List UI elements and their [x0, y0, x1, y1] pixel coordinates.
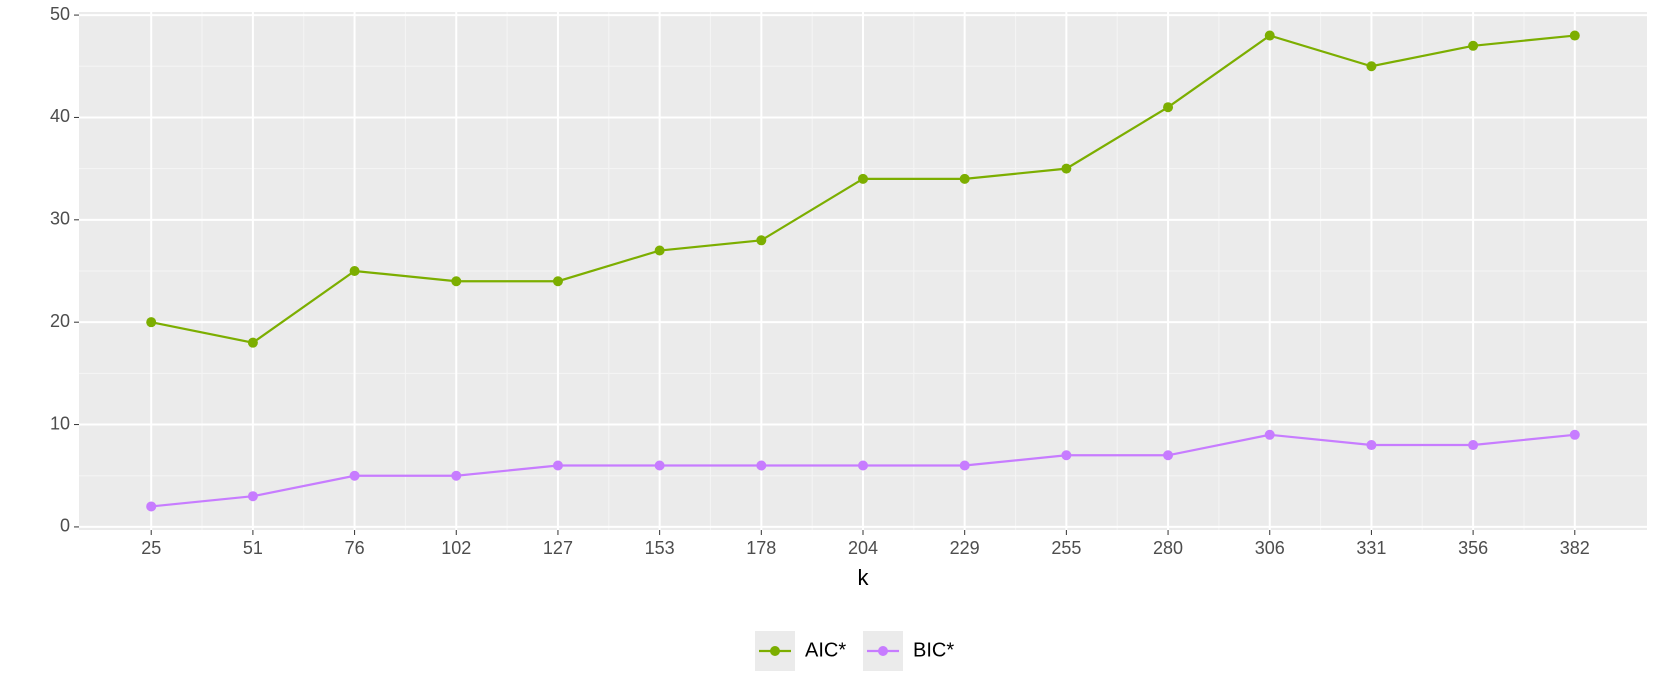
point	[349, 470, 360, 481]
point	[1163, 450, 1174, 461]
x-tick-label: 153	[645, 538, 675, 558]
x-tick-label: 51	[243, 538, 263, 558]
point	[756, 235, 767, 246]
x-tick-label: 255	[1051, 538, 1081, 558]
point	[552, 460, 563, 471]
point	[1061, 450, 1072, 461]
x-tick-label: 356	[1458, 538, 1488, 558]
y-tick-label: 30	[50, 209, 70, 229]
point	[349, 266, 360, 276]
y-tick-label: 50	[50, 4, 70, 24]
x-tick-label: 204	[848, 538, 878, 558]
point	[451, 470, 462, 481]
legend-key-point	[770, 646, 780, 656]
point	[654, 245, 665, 256]
y-tick-label: 40	[50, 106, 70, 126]
x-tick-label: 229	[950, 538, 980, 558]
point	[146, 317, 157, 328]
point	[1468, 40, 1479, 51]
legend-label: BIC*	[913, 639, 954, 661]
x-tick-label: 178	[746, 538, 776, 558]
point	[959, 460, 970, 471]
point	[247, 491, 258, 502]
legend-key-point	[878, 646, 888, 656]
point	[1163, 102, 1174, 113]
point	[858, 460, 868, 471]
point	[959, 173, 970, 184]
y-tick-label: 0	[60, 516, 70, 536]
point	[1061, 163, 1072, 174]
legend-label: AIC*	[805, 639, 846, 661]
point	[247, 337, 258, 348]
x-axis-title: k	[858, 565, 870, 590]
point	[1569, 429, 1580, 440]
point	[1366, 61, 1377, 72]
y-tick-label: 10	[50, 413, 70, 433]
point	[1264, 30, 1275, 41]
point	[1264, 429, 1275, 440]
x-tick-label: 306	[1255, 538, 1285, 558]
y-tick-label: 20	[50, 311, 70, 331]
point	[1366, 440, 1377, 451]
point	[756, 460, 767, 471]
point	[451, 276, 462, 287]
point	[552, 276, 563, 287]
point	[1569, 30, 1580, 41]
x-tick-label: 76	[345, 538, 365, 558]
x-tick-label: 102	[441, 538, 471, 558]
x-tick-label: 280	[1153, 538, 1183, 558]
x-tick-label: 331	[1356, 538, 1386, 558]
x-tick-label: 382	[1560, 538, 1590, 558]
point	[1468, 440, 1479, 451]
point	[146, 501, 157, 512]
point	[858, 173, 868, 184]
x-tick-label: 25	[141, 538, 161, 558]
point	[654, 460, 665, 471]
x-tick-label: 127	[543, 538, 573, 558]
